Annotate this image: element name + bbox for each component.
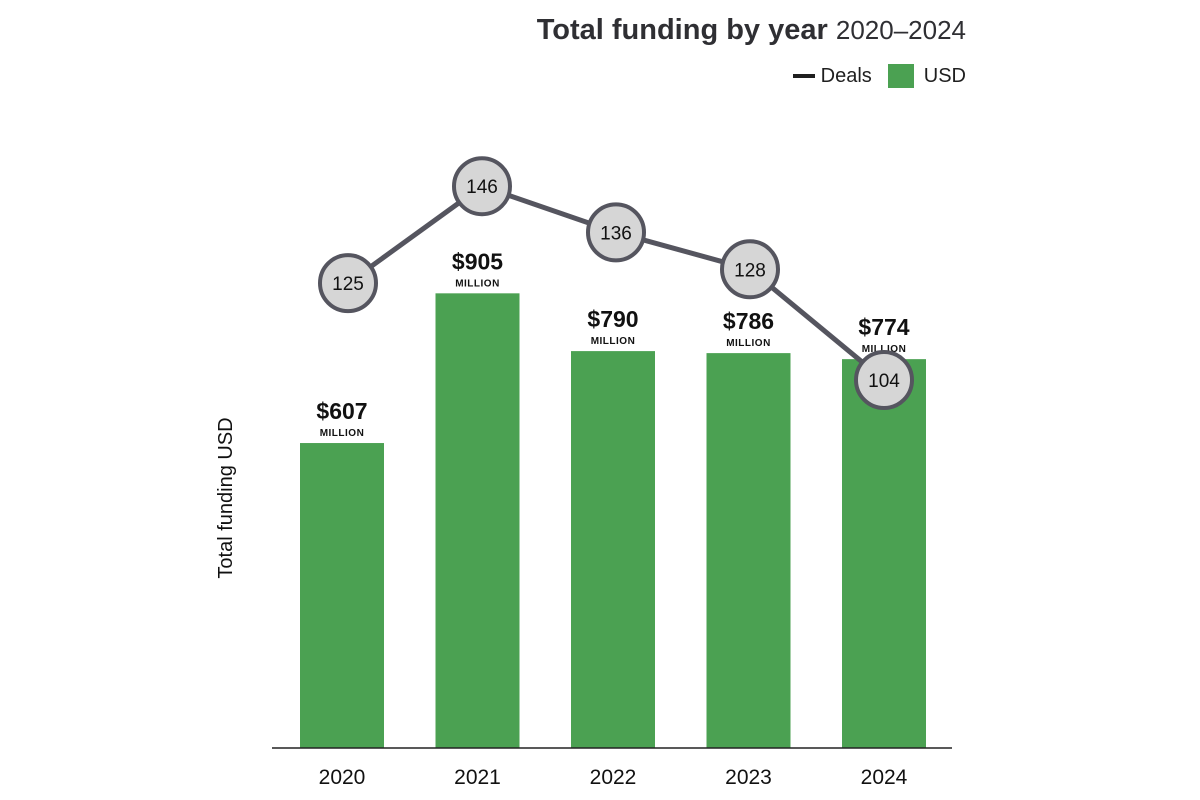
deals-value-label-2021: 146 [466, 177, 498, 198]
bar-unit-label-2020: MILLION [320, 428, 365, 439]
bar-2021 [435, 293, 520, 748]
bar-value-label-2022: $790 [587, 306, 638, 332]
deals-value-label-2022: 136 [600, 223, 632, 244]
x-tick-label-2021: 2021 [454, 766, 501, 789]
deals-marker-2022 [586, 202, 646, 263]
deals-value-label-2024: 104 [868, 371, 900, 392]
legend-deals-label: Deals [820, 64, 872, 87]
bar-unit-label-2022: MILLION [591, 336, 636, 347]
bar-2022 [571, 351, 655, 748]
chart-title: Total funding by year 2020–2024 [537, 14, 966, 47]
bar-2023 [706, 353, 791, 748]
deals-marker-2023 [720, 239, 780, 300]
y-axis-label: Total funding USD [215, 417, 237, 578]
x-tick-label-2022: 2022 [590, 766, 637, 789]
bar-2020 [300, 443, 384, 748]
chart-title-main: Total funding by year [536, 14, 828, 46]
bar-value-label-2020: $607 [316, 398, 367, 424]
deals-marker-2024 [854, 350, 914, 411]
deals-marker-2021 [452, 156, 512, 217]
x-tick-label-2020: 2020 [319, 766, 366, 789]
x-tick-label-2023: 2023 [725, 766, 772, 789]
x-tick-label-2024: 2024 [861, 766, 908, 789]
bar-unit-label-2023: MILLION [726, 338, 771, 349]
bar-unit-label-2024: MILLION [862, 344, 907, 355]
bar-value-label-2024: $774 [858, 314, 909, 340]
deals-value-label-2023: 128 [734, 260, 766, 281]
legend-line-swatch [792, 74, 815, 78]
chart-title-range: 2020–2024 [835, 15, 966, 45]
bar-unit-label-2021: MILLION [455, 278, 500, 289]
bar-2024 [842, 359, 926, 748]
legend: Deals USD [792, 64, 966, 88]
bar-value-label-2023: $786 [723, 308, 774, 334]
legend-bar-swatch [887, 64, 914, 88]
legend-usd-label: USD [923, 64, 966, 87]
deals-value-label-2020: 125 [332, 274, 364, 295]
bar-value-label-2021: $905 [452, 248, 503, 274]
deals-marker-2020 [318, 253, 378, 314]
